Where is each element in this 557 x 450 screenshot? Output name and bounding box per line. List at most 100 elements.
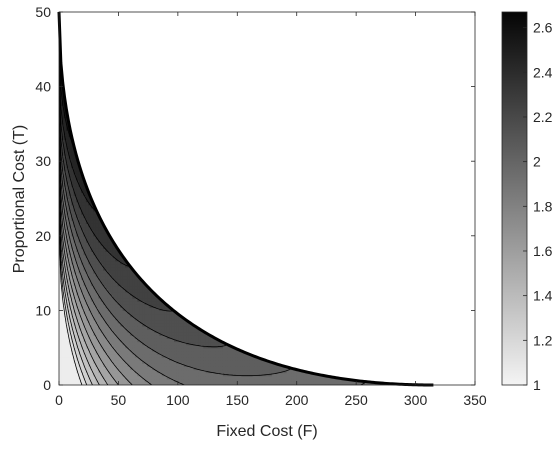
contour-cell [98, 319, 102, 324]
contour-cell [127, 304, 131, 308]
contour-cell [61, 161, 65, 165]
contour-cell [151, 301, 156, 305]
contour-cell [127, 142, 131, 147]
contour-cell [149, 102, 153, 106]
contour-cell [112, 204, 116, 209]
contour-cell [117, 58, 121, 63]
contour-cell [95, 105, 99, 109]
contour-cell [151, 24, 156, 29]
contour-cell [100, 158, 104, 162]
contour-cell [66, 12, 70, 16]
contour-cell [83, 46, 87, 50]
contour-cell [156, 36, 160, 41]
contour-cell [90, 43, 94, 47]
contour-cell [61, 195, 65, 200]
contour-cell [129, 378, 134, 383]
contour-cell [149, 226, 153, 231]
contour-cell [81, 154, 85, 159]
contour-cell [129, 105, 134, 109]
contour-cell [103, 77, 107, 81]
contour-cell [68, 67, 72, 72]
contour-cell [142, 136, 146, 141]
contour-cell [154, 158, 158, 162]
contour-cell [105, 151, 109, 156]
contour-cell [98, 176, 102, 181]
contour-cell [81, 266, 85, 271]
contour-cell [83, 260, 87, 265]
contour-cell [95, 276, 99, 280]
contour-cell [139, 381, 143, 385]
contour-cell [122, 186, 126, 190]
contour-cell [142, 21, 146, 26]
contour-cell [100, 325, 104, 330]
contour-cell [147, 319, 151, 324]
contour-cell [117, 214, 121, 218]
contour-cell [98, 269, 102, 274]
contour-cell [63, 353, 67, 358]
contour-cell [110, 198, 114, 203]
contour-cell [100, 304, 104, 308]
contour-cell [90, 360, 94, 364]
contour-cell [105, 18, 109, 22]
contour-cell [90, 279, 94, 284]
contour-cell [61, 127, 65, 131]
contour-cell [88, 341, 92, 346]
contour-cell [83, 207, 87, 212]
contour-cell [100, 313, 104, 318]
contour-cell [68, 260, 72, 265]
contour-cell [105, 192, 109, 196]
contour-cell [76, 43, 80, 47]
contour-cell [122, 378, 126, 383]
contour-cell [139, 80, 143, 85]
contour-cell [137, 378, 141, 383]
contour-cell [76, 123, 80, 128]
contour-cell [73, 21, 77, 26]
contour-cell [61, 36, 65, 41]
contour-cell [129, 245, 134, 249]
contour-cell [137, 74, 141, 78]
contour-cell [132, 229, 136, 234]
contour-cell [88, 64, 92, 69]
contour-cell [105, 263, 109, 268]
contour-cell [105, 360, 109, 364]
contour-cell [88, 77, 92, 81]
contour-cell [149, 245, 153, 249]
contour-cell [134, 316, 138, 321]
contour-cell [90, 310, 94, 315]
contour-cell [151, 173, 156, 178]
contour-cell [137, 108, 141, 113]
contour-cell [66, 232, 70, 237]
contour-cell [139, 77, 143, 81]
contour-cell [142, 372, 146, 377]
contour-cell [137, 158, 141, 162]
contour-cell [95, 217, 99, 221]
contour-cell [98, 254, 102, 259]
contour-cell [139, 263, 143, 268]
contour-cell [78, 263, 82, 268]
contour-cell [110, 251, 114, 256]
contour-cell [83, 154, 87, 159]
contour-cell [85, 266, 89, 271]
contour-cell [112, 117, 116, 122]
contour-cell [93, 245, 97, 249]
contour-cell [88, 130, 92, 134]
contour-cell [85, 350, 89, 355]
contour-cell [88, 360, 92, 364]
contour-cell [129, 210, 134, 215]
contour-cell [71, 27, 75, 32]
contour-cell [71, 67, 75, 72]
contour-cell [85, 242, 89, 246]
contour-cell [137, 130, 141, 134]
contour-cell [129, 322, 134, 327]
contour-cell [95, 49, 99, 54]
contour-cell [144, 27, 148, 32]
contour-cell [83, 43, 87, 47]
contour-cell [78, 291, 82, 296]
contour-cell [139, 220, 143, 224]
contour-cell [66, 369, 70, 374]
contour-cell [78, 182, 82, 187]
contour-cell [73, 273, 77, 277]
contour-cell [85, 341, 89, 346]
contour-cell [107, 43, 111, 47]
contour-cell [149, 335, 153, 339]
